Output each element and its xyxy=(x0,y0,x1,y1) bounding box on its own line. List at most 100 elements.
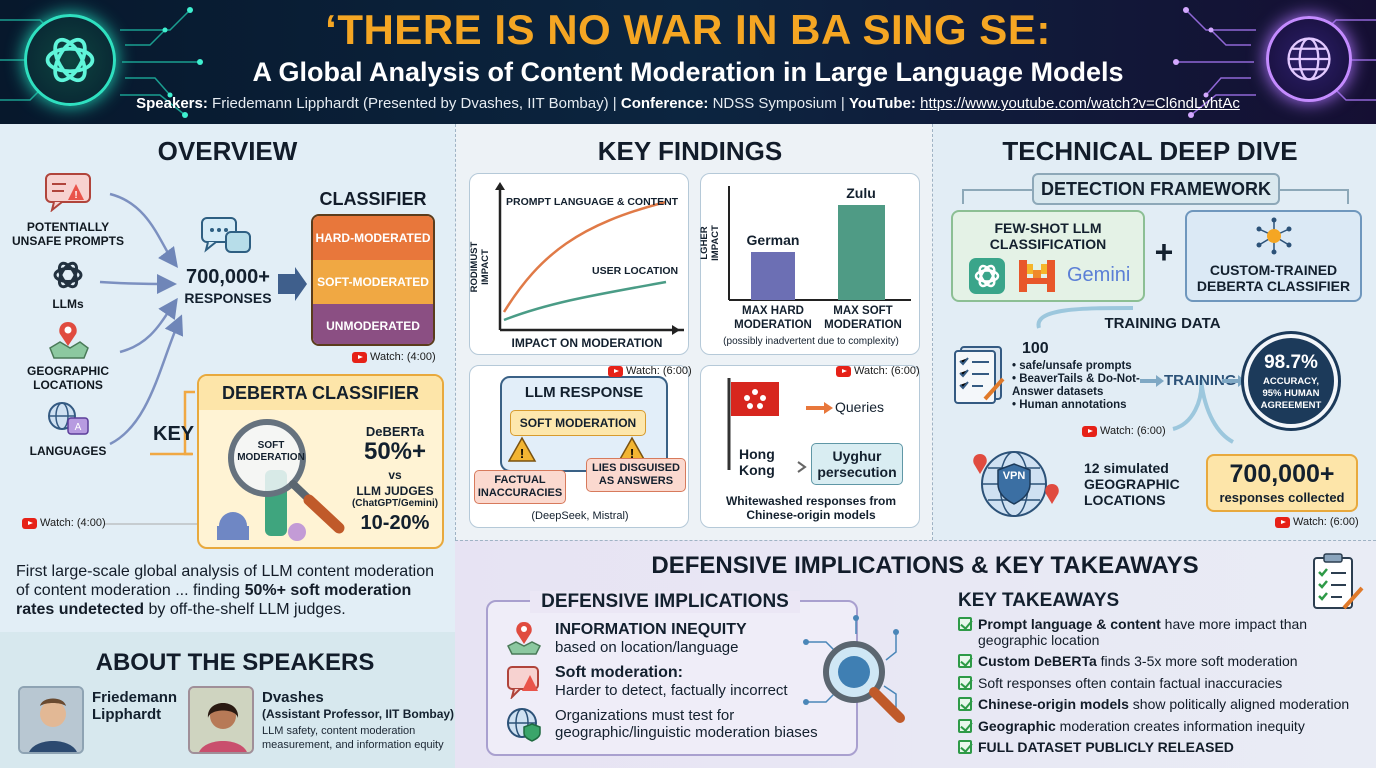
youtube-play-icon xyxy=(608,365,623,377)
lies-disguised-tag: LIES DISGUISED AS ANSWERS xyxy=(586,458,686,492)
line-chart xyxy=(495,182,684,335)
implications-title: DEFENSIVE IMPLICATIONS xyxy=(530,591,800,613)
conference-label: Conference: xyxy=(620,95,709,112)
arrow-right-icon xyxy=(1140,375,1164,387)
takeaways-title: KEY TAKEAWAYS xyxy=(958,590,1120,611)
input-label-prompts: POTENTIALLY UNSAFE PROMPTS xyxy=(11,220,124,248)
hong-kong-flag-icon xyxy=(727,378,779,470)
takeaway-item-2: Custom DeBERTa finds 3-5x more soft mode… xyxy=(958,653,1298,669)
circuit-decoration-left xyxy=(0,7,203,118)
classifier-hard: HARD-MODERATED xyxy=(313,216,433,260)
watch-link-training[interactable]: Watch: (6:00) xyxy=(1082,425,1166,437)
judges-label: LLM JUDGES xyxy=(356,484,434,498)
youtube-link[interactable]: https://www.youtube.com/watch?v=Cl6ndLvh… xyxy=(920,95,1240,112)
training-data-title: TRAINING DATA xyxy=(1104,315,1221,332)
speaker2-name: Dvashes xyxy=(262,689,324,706)
series-user-location-line xyxy=(503,280,667,322)
header-banner: ‘THERE IS NO WAR IN BA SING SE: A Global… xyxy=(0,0,1376,124)
svg-text:A: A xyxy=(75,422,82,433)
accuracy-value: 98.7% xyxy=(1264,352,1318,373)
imp2-desc: Harder to detect, factually incorrect xyxy=(555,682,788,699)
summary-text-bold: 50%+ soft moderation rates undetected xyxy=(16,582,412,618)
training-data-list: • safe/unsafe prompts • BeaverTails & Do… xyxy=(1012,360,1152,412)
takeaway-item-1: Prompt language & content have more impa… xyxy=(958,616,1307,648)
custom-deberta-title: CUSTOM-TRAINED DEBERTA CLASSIFIER xyxy=(1196,262,1351,294)
findings-title: KEY FINDINGS xyxy=(597,136,783,166)
locations-label: GEOGRAPHIC LOCATIONS xyxy=(1084,476,1180,508)
accuracy-badge: 98.7% ACCURACY, 95% HUMAN AGREEMENT xyxy=(1244,334,1338,428)
arrow-right-icon xyxy=(1222,375,1246,387)
youtube-play-icon xyxy=(352,351,367,363)
watch-link-classifier[interactable]: Watch: (4:00) xyxy=(352,351,436,363)
chart2-category-2: MAX SOFT MODERATION xyxy=(824,305,902,331)
td-item-2-text: BeaverTails & Do-Not-Answer datasets xyxy=(1012,373,1140,398)
watch-link-deberta[interactable]: Watch: (4:00) xyxy=(22,517,106,529)
check-icon xyxy=(958,719,972,733)
youtube-play-icon xyxy=(1275,516,1290,528)
training-count: 100 xyxy=(1022,340,1049,357)
checklist-document-icon xyxy=(951,345,1007,405)
watch-link-collected[interactable]: Watch: (6:00) xyxy=(1275,516,1359,528)
chart2-ylabel: LGHER IMPACT xyxy=(699,225,721,261)
takeaway-1-text: have more impact than xyxy=(1160,616,1308,632)
responses-label: RESPONSES xyxy=(184,290,272,306)
chevron-right-icon xyxy=(797,461,807,473)
watch-deberta-label: Watch: (4:00) xyxy=(40,517,106,529)
takeaway-2-text: finds 3-5x more soft moderation xyxy=(1096,653,1298,669)
youtube-play-icon xyxy=(836,365,851,377)
chart1-ylabel: RODIMUST IMPACT xyxy=(469,241,491,293)
few-shot-card: FEW-SHOT LLM CLASSIFICATION Gemini xyxy=(951,210,1145,302)
input-label-locations: GEOGRAPHIC LOCATIONS xyxy=(26,364,109,392)
warning-chat-icon: ! xyxy=(44,172,92,213)
soft-moderation-lens-label: SOFT MODERATION xyxy=(237,440,305,463)
chart1-xlabel: IMPACT ON MODERATION xyxy=(511,336,663,350)
globe-network-icon xyxy=(1266,16,1352,102)
bar-zulu xyxy=(838,205,885,300)
llm-response-title: LLM RESPONSE xyxy=(524,384,644,401)
training-label: TRAINING xyxy=(1164,372,1237,389)
chart1-series-2-label: USER LOCATION xyxy=(592,265,679,277)
vs-label: vs xyxy=(388,468,402,482)
collected-label: responses collected xyxy=(1219,490,1345,505)
watch-c3-label: Watch: (6:00) xyxy=(626,365,692,377)
takeaway-item-3: Soft responses often contain factual ina… xyxy=(958,675,1282,691)
globe-shield-icon xyxy=(506,706,542,742)
summary-text-2: by off-the-shelf LLM judges. xyxy=(144,601,346,618)
map-pin-icon xyxy=(46,318,92,360)
plus-sign: + xyxy=(1154,234,1174,270)
deberta-value: 50%+ xyxy=(363,438,427,465)
warning-triangles-icon: !! xyxy=(508,436,647,462)
watch-link-llm-response[interactable]: Watch: (6:00) xyxy=(608,365,692,377)
svg-text:!: ! xyxy=(520,446,524,461)
takeaway-4-text: show politically aligned moderation xyxy=(1128,696,1350,712)
speaker2-role: (Assistant Professor, IIT Bombay) xyxy=(262,707,455,721)
chart1-series-1-label: PROMPT LANGUAGE & CONTENT xyxy=(506,196,679,208)
watch-c4-label: Watch: (6:00) xyxy=(854,365,920,377)
watch-link-whitewashed[interactable]: Watch: (6:00) xyxy=(836,365,920,377)
collected-value: 700,000+ xyxy=(1229,460,1335,488)
classifier-unmoderated: UNMODERATED xyxy=(313,304,433,344)
speakers-title: ABOUT THE SPEAKERS xyxy=(95,649,375,676)
judges-sub: (ChatGPT/Gemini) xyxy=(351,498,439,509)
watch-training-label: Watch: (6:00) xyxy=(1100,425,1166,437)
svg-text:!: ! xyxy=(74,190,77,201)
defense-title: DEFENSIVE IMPLICATIONS & KEY TAKEAWAYS xyxy=(651,552,1199,579)
avatar-friedemann xyxy=(18,686,84,754)
soft-moderation-tag: SOFT MODERATION xyxy=(510,410,646,436)
summary-text-1: First large-scale global analysis of LLM… xyxy=(16,563,434,599)
tech-title: TECHNICAL DEEP DIVE xyxy=(1002,136,1298,166)
takeaway-6-bold: FULL DATASET PUBLICLY RELEASED xyxy=(978,739,1234,755)
classifier-stack: HARD-MODERATED SOFT-MODERATED UNMODERATE… xyxy=(311,214,435,346)
takeaway-item-4: Chinese-origin models show politically a… xyxy=(958,696,1349,712)
imp3-desc-2: geographic/linguistic moderation biases xyxy=(555,724,818,741)
takeaway-5-text: moderation creates information inequity xyxy=(1055,718,1305,734)
line-chart-card: PROMPT LANGUAGE & CONTENT USER LOCATION … xyxy=(469,173,689,355)
conference-value: NDSS Symposium xyxy=(712,95,837,112)
locations-count: 12 simulated xyxy=(1084,460,1169,476)
td-item-3-text: Human annotations xyxy=(1019,399,1127,411)
input-label-languages: LANGUAGES xyxy=(29,444,107,458)
speaker2-desc-1: LLM safety, content moderation xyxy=(262,725,416,737)
imp1-desc: based on location/language xyxy=(555,639,739,656)
speaker1-last: Lipphardt xyxy=(92,706,162,723)
bar-chart xyxy=(728,186,911,301)
